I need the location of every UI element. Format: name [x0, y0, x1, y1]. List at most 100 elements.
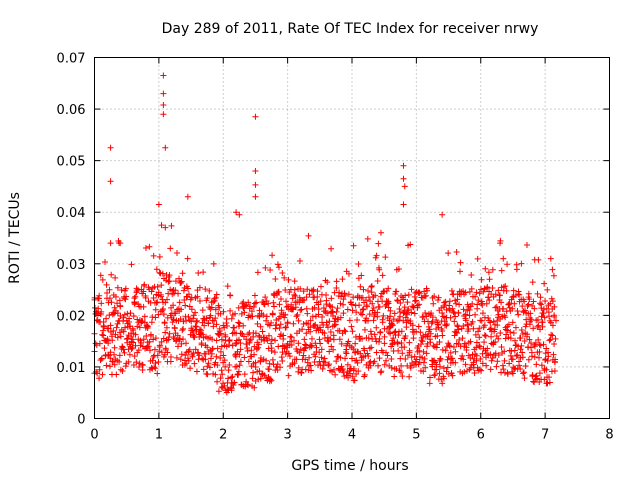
- data-point: [507, 352, 514, 359]
- data-point: [492, 304, 499, 311]
- data-point: [444, 364, 451, 371]
- data-point-outlier: [155, 201, 162, 208]
- data-point: [443, 321, 450, 328]
- data-point: [151, 364, 158, 371]
- data-point: [375, 338, 382, 345]
- data-point: [405, 291, 412, 298]
- data-point: [549, 322, 556, 329]
- data-point: [218, 336, 225, 343]
- data-point: [241, 309, 248, 316]
- data-point: [483, 300, 490, 307]
- x-axis-label: GPS time / hours: [291, 458, 408, 474]
- data-point: [277, 313, 284, 320]
- data-point: [274, 261, 281, 268]
- data-point: [166, 330, 173, 337]
- data-point: [137, 342, 144, 349]
- data-point: [496, 292, 503, 299]
- data-point: [279, 269, 286, 276]
- data-point: [376, 303, 383, 310]
- data-point: [359, 335, 366, 342]
- data-point: [158, 293, 165, 300]
- data-point: [216, 304, 223, 311]
- data-point: [479, 310, 486, 317]
- data-point: [256, 367, 263, 374]
- data-point: [485, 269, 492, 276]
- data-point: [378, 368, 385, 375]
- data-point: [428, 310, 435, 317]
- data-point: [510, 287, 517, 294]
- data-point: [548, 331, 555, 338]
- data-point: [99, 276, 106, 283]
- data-point: [247, 303, 254, 310]
- data-point: [176, 299, 183, 306]
- data-point: [117, 312, 124, 319]
- data-point: [218, 383, 225, 390]
- data-point: [158, 222, 165, 229]
- data-point: [139, 318, 146, 325]
- data-point: [498, 299, 505, 306]
- data-point: [396, 306, 403, 313]
- data-point: [492, 338, 499, 345]
- data-point: [271, 349, 278, 356]
- data-point: [345, 338, 352, 345]
- data-point-outlier: [162, 144, 169, 151]
- data-point: [275, 264, 282, 271]
- data-point: [287, 333, 294, 340]
- data-point: [141, 313, 148, 320]
- data-point: [226, 337, 233, 344]
- data-point: [439, 380, 446, 387]
- data-point: [124, 310, 131, 317]
- data-point: [96, 292, 103, 299]
- data-point: [376, 266, 383, 273]
- data-point: [201, 322, 208, 329]
- data-point: [177, 356, 184, 363]
- data-point: [433, 344, 440, 351]
- data-point: [255, 341, 262, 348]
- data-point: [454, 323, 461, 330]
- data-point: [132, 331, 139, 338]
- data-point: [330, 336, 337, 343]
- data-point: [531, 305, 538, 312]
- data-point: [200, 269, 207, 276]
- data-point: [399, 373, 406, 380]
- data-point: [114, 310, 121, 317]
- data-point: [205, 360, 212, 367]
- data-point: [456, 301, 463, 308]
- data-point: [136, 360, 143, 367]
- data-point: [333, 358, 340, 365]
- data-point: [204, 363, 211, 370]
- data-point: [263, 313, 270, 320]
- data-point: [420, 368, 427, 375]
- data-point: [340, 296, 347, 303]
- data-point: [539, 319, 546, 326]
- data-point: [454, 296, 461, 303]
- data-point: [417, 329, 424, 336]
- data-point: [476, 290, 483, 297]
- data-point: [167, 358, 174, 365]
- data-point: [212, 315, 219, 322]
- data-point: [345, 374, 352, 381]
- data-point: [182, 352, 189, 359]
- data-point: [112, 331, 119, 338]
- data-point: [333, 284, 340, 291]
- data-point: [283, 298, 290, 305]
- data-point: [127, 323, 134, 330]
- data-point: [268, 340, 275, 347]
- data-point: [541, 280, 548, 287]
- data-point: [326, 348, 333, 355]
- data-point: [349, 328, 356, 335]
- data-point: [268, 345, 275, 352]
- data-point: [394, 297, 401, 304]
- data-point: [471, 370, 478, 377]
- data-point-outlier: [252, 113, 259, 120]
- data-point: [316, 336, 323, 343]
- data-point: [486, 276, 493, 283]
- data-point: [196, 326, 203, 333]
- data-point: [96, 375, 103, 382]
- data-point: [277, 321, 284, 328]
- data-point: [183, 340, 190, 347]
- data-point: [199, 331, 206, 338]
- data-point: [107, 355, 114, 362]
- data-point: [398, 362, 405, 369]
- data-point: [377, 229, 384, 236]
